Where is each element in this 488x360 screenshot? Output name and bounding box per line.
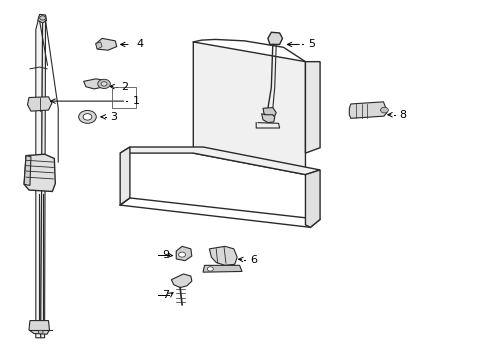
Text: 1: 1: [132, 96, 139, 106]
Circle shape: [40, 16, 45, 20]
Polygon shape: [83, 79, 107, 89]
Polygon shape: [27, 97, 52, 111]
Polygon shape: [263, 108, 276, 116]
Text: 4: 4: [136, 40, 143, 49]
Polygon shape: [24, 156, 31, 185]
Circle shape: [79, 111, 96, 123]
Circle shape: [380, 107, 387, 113]
Polygon shape: [305, 170, 320, 227]
Circle shape: [178, 252, 185, 257]
Polygon shape: [261, 114, 274, 123]
Circle shape: [98, 79, 110, 89]
Polygon shape: [120, 147, 130, 205]
Polygon shape: [305, 62, 320, 153]
Text: 3: 3: [110, 112, 117, 122]
Text: 5: 5: [307, 40, 314, 49]
Polygon shape: [203, 265, 242, 272]
Polygon shape: [176, 246, 191, 261]
Polygon shape: [29, 320, 49, 334]
Circle shape: [207, 267, 213, 271]
Polygon shape: [38, 14, 46, 23]
Text: 7: 7: [162, 291, 169, 301]
Polygon shape: [348, 102, 386, 118]
Circle shape: [101, 82, 107, 86]
Polygon shape: [209, 246, 237, 265]
Polygon shape: [96, 39, 117, 50]
Polygon shape: [171, 274, 191, 288]
Text: 2: 2: [122, 82, 128, 92]
Polygon shape: [193, 42, 305, 175]
Polygon shape: [41, 15, 45, 338]
Polygon shape: [267, 32, 282, 44]
Polygon shape: [96, 42, 102, 49]
Polygon shape: [120, 147, 320, 175]
Polygon shape: [24, 154, 55, 192]
Polygon shape: [36, 15, 42, 338]
Circle shape: [38, 330, 43, 334]
Circle shape: [83, 114, 92, 120]
Text: 6: 6: [250, 255, 257, 265]
Text: 8: 8: [399, 110, 406, 120]
Text: 9: 9: [162, 250, 169, 260]
